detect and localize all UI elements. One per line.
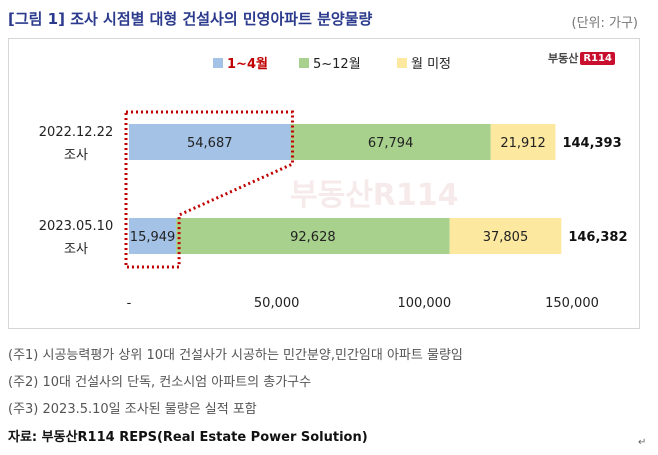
chart-title: [그림 1] 조사 시점별 대형 건설사의 민영아파트 분양물량 — [8, 10, 373, 28]
bar-segment-2-3 — [449, 218, 562, 254]
category-label-2-suffix: 조사 — [64, 242, 88, 257]
note-2: (주2) 10대 건설사의 단독, 컨소시엄 아파트의 총가구수 — [8, 375, 312, 390]
data-label-1-2: 67,794 — [368, 136, 414, 151]
stacked-bar-chart: 1~4월 5~12월 월 미정 54,687 67,794 21,912 144,393 20… — [39, 56, 628, 311]
brand-logo-badge: R114 — [580, 51, 615, 65]
bar-segment-2-1 — [129, 218, 177, 254]
category-label-1-suffix: 조사 — [64, 148, 88, 163]
data-label-2-2: 92,628 — [290, 230, 336, 245]
legend-label-1: 1~4월 — [227, 56, 268, 72]
brand-logo-text: 부동산 — [548, 52, 579, 65]
return-mark: ↵ — [638, 437, 647, 448]
note-3: (주3) 2023.5.10일 조사된 물량은 실적 포함 — [8, 402, 257, 417]
note-1: (주1) 시공능력평가 상위 10대 건설사가 시공하는 민간분양,민간임대 아… — [8, 348, 463, 363]
x-tick-label-1: - — [127, 296, 132, 311]
category-label-1-date: 2022.12.22 — [39, 125, 113, 140]
bar-segment-2-2 — [176, 218, 450, 254]
x-tick-label-2: 50,000 — [254, 296, 300, 311]
unit-label: (단위: 가구) — [571, 16, 639, 31]
total-label-1: 144,393 — [562, 136, 621, 151]
source-label: 자료: 부동산R114 REPS(Real Estate Power Solut… — [8, 430, 368, 445]
brand-logo: 부동산 R114 — [548, 50, 615, 66]
data-label-1-1: 54,687 — [187, 136, 233, 151]
total-label-2: 146,382 — [568, 230, 627, 245]
data-label-2-1: 15,949 — [130, 230, 176, 245]
chart-frame: 1~4월 5~12월 월 미정 54,687 67,794 21,912 144,393 20… — [8, 38, 640, 329]
category-label-2-date: 2023.05.10 — [39, 219, 113, 234]
legend-swatch-1 — [213, 58, 223, 68]
bar-segment-1-2 — [290, 124, 491, 160]
watermark-logo: 부동산R114 — [290, 178, 459, 213]
highlight-outline — [124, 110, 295, 269]
x-tick-label-3: 100,000 — [397, 296, 451, 311]
legend-swatch-3 — [397, 58, 407, 68]
legend-swatch-2 — [299, 58, 309, 68]
legend-label-2: 5~12월 — [313, 57, 361, 72]
data-label-1-3: 21,912 — [500, 136, 546, 151]
bar-segment-1-3 — [490, 124, 556, 160]
bar-segment-1-1 — [129, 124, 291, 160]
legend-label-3: 월 미정 — [411, 57, 451, 72]
x-tick-label-4: 150,000 — [545, 296, 599, 311]
data-label-2-3: 37,805 — [483, 230, 529, 245]
